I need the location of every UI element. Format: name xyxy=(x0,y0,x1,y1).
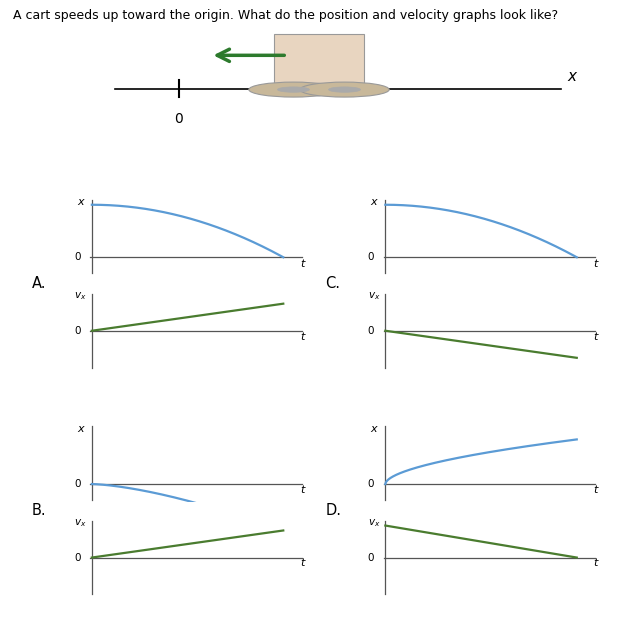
Circle shape xyxy=(329,87,360,92)
Text: 0: 0 xyxy=(74,252,80,262)
Text: 0: 0 xyxy=(74,326,80,336)
Text: t: t xyxy=(594,258,598,268)
Text: C.: C. xyxy=(325,276,341,291)
Text: 0: 0 xyxy=(367,479,374,489)
Text: x: x xyxy=(371,197,377,207)
Text: A cart speeds up toward the origin. What do the position and velocity graphs loo: A cart speeds up toward the origin. What… xyxy=(13,9,558,23)
Text: $v_x$: $v_x$ xyxy=(367,290,380,302)
Text: t: t xyxy=(300,258,304,268)
Text: $v_x$: $v_x$ xyxy=(367,517,380,529)
Text: x: x xyxy=(77,424,84,434)
Circle shape xyxy=(278,87,309,92)
Text: 0: 0 xyxy=(174,112,183,126)
Text: t: t xyxy=(300,331,304,341)
Text: t: t xyxy=(300,558,304,568)
Text: B.: B. xyxy=(32,503,47,518)
Text: A.: A. xyxy=(32,276,47,291)
Text: t: t xyxy=(300,485,304,495)
Text: 0: 0 xyxy=(74,479,80,489)
Text: $v_x$: $v_x$ xyxy=(74,517,87,529)
Text: 0: 0 xyxy=(367,326,374,336)
Text: t: t xyxy=(594,558,598,568)
Text: $v_x$: $v_x$ xyxy=(74,290,87,302)
Circle shape xyxy=(300,82,389,97)
FancyBboxPatch shape xyxy=(274,34,364,88)
Text: 0: 0 xyxy=(367,252,374,262)
Text: t: t xyxy=(594,331,598,341)
Text: x: x xyxy=(371,424,377,434)
Text: D.: D. xyxy=(325,503,341,518)
Text: 0: 0 xyxy=(367,553,374,563)
Text: x: x xyxy=(568,69,577,84)
Text: x: x xyxy=(77,197,84,207)
Text: t: t xyxy=(594,485,598,495)
Text: 0: 0 xyxy=(74,553,80,563)
Circle shape xyxy=(249,82,338,97)
